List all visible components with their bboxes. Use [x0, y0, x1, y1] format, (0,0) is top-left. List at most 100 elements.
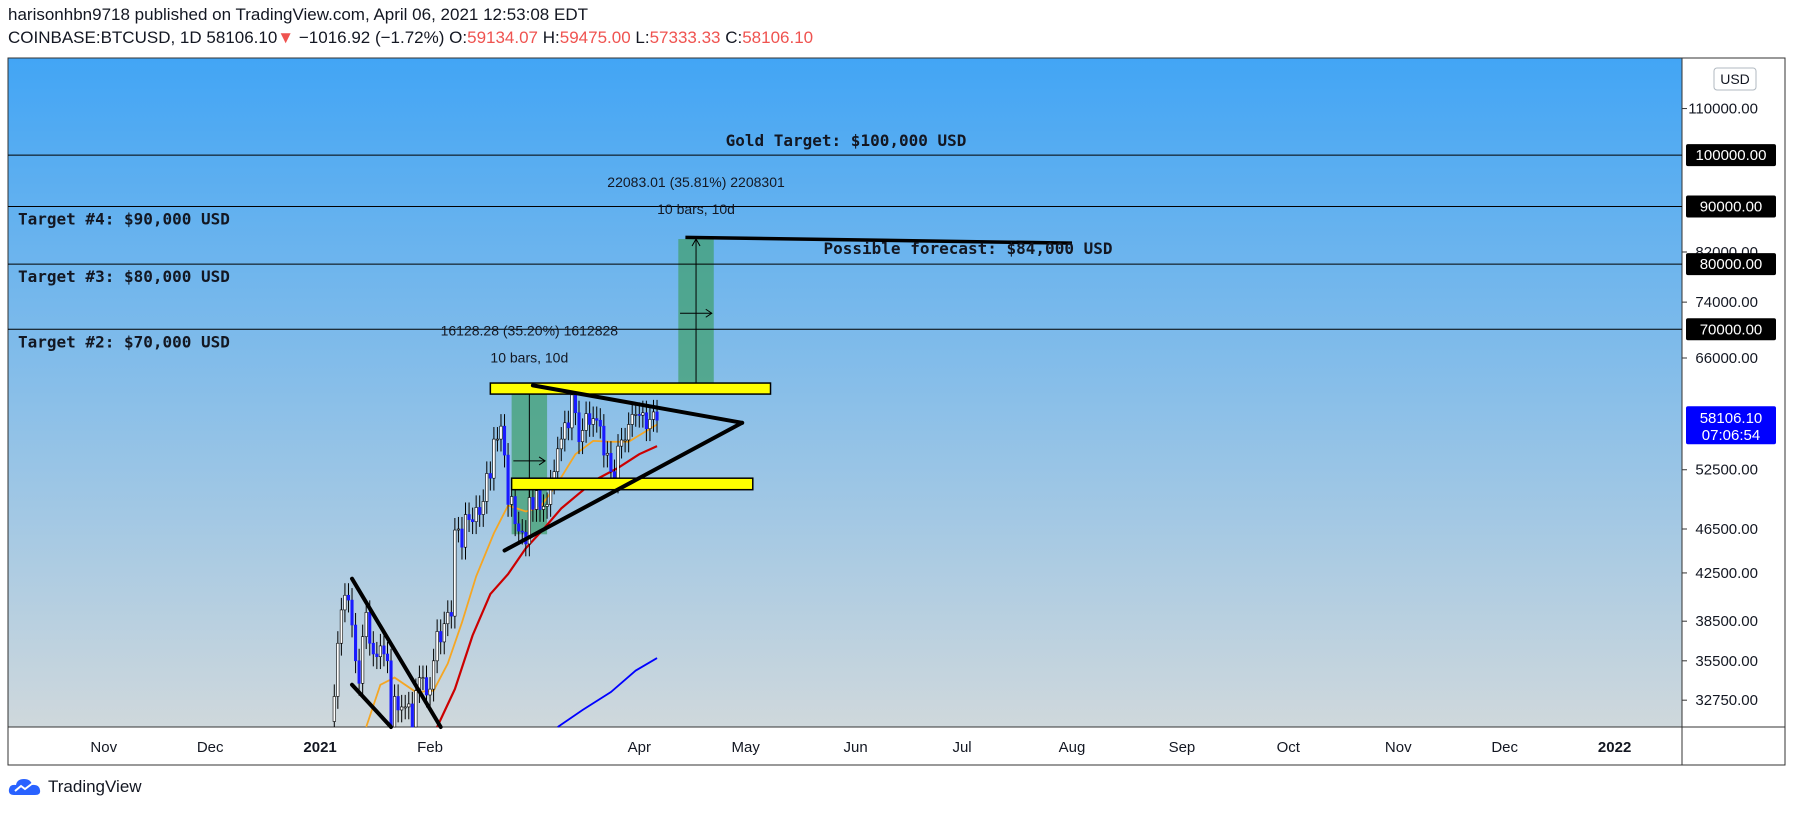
candle-body [361, 636, 365, 684]
candle-body [332, 696, 336, 722]
candle-body [623, 439, 627, 442]
x-tick-label: Oct [1277, 739, 1301, 756]
time-scale-background[interactable] [8, 727, 1682, 765]
price-scale-background[interactable] [1682, 58, 1785, 727]
symbol-name[interactable]: COINBASE:BTCUSD, 1D [8, 28, 202, 47]
open-label: O: [449, 28, 468, 47]
candle-body [389, 660, 393, 728]
x-tick-label: Dec [197, 739, 224, 756]
candle-body [400, 706, 404, 711]
candle-body [573, 394, 577, 414]
candle-body [641, 412, 645, 416]
currency-label: USD [1720, 71, 1750, 87]
candle-body [364, 612, 368, 637]
target-label-0: Gold Target: $100,000 USD [726, 131, 967, 150]
candle-body [382, 645, 386, 655]
candle-body [368, 612, 372, 644]
measure-label-1: 22083.01 (35.81%) 2208301 [607, 174, 785, 190]
time-axis-layer: Nov Dec 2021 Feb Apr May Jun Jul Aug Sep Oct Nov Dec… [90, 739, 1631, 756]
level-tag-label: 100000.00 [1696, 147, 1767, 164]
candle-body [588, 413, 592, 425]
candle-body [357, 660, 361, 684]
down-arrow-icon: ▼ [277, 28, 295, 47]
candle-body [378, 645, 382, 658]
candle-body [481, 501, 485, 515]
candle-body [527, 497, 531, 545]
candle-body [460, 528, 464, 548]
candle-body [428, 688, 432, 696]
measure-h-arrowhead-1 [705, 308, 713, 318]
candle-body [605, 452, 609, 456]
tradingview-cloud-icon [8, 779, 41, 795]
candle-body [375, 653, 379, 658]
candle-body [463, 514, 468, 548]
moving-average-ma_orange [365, 423, 658, 728]
candle-body [602, 425, 606, 456]
candle-body [471, 519, 475, 523]
candle-body [421, 677, 425, 679]
y-tick-label: 46500.00 [1695, 521, 1758, 538]
candle-body [442, 623, 446, 643]
tradingview-brand-text: TradingView [48, 777, 142, 796]
candle-body [534, 490, 538, 510]
y-tick-label: 66000.00 [1695, 350, 1758, 367]
close-label: C: [725, 28, 743, 47]
level-tag-bg [1686, 318, 1776, 341]
candle-body [616, 445, 620, 482]
candle-body [506, 454, 510, 505]
y-tick-label: 38500.00 [1695, 613, 1758, 630]
trendline-3 [530, 383, 745, 425]
highlight-box-0 [489, 382, 772, 395]
candle-body [517, 523, 521, 532]
candle-body [595, 418, 599, 421]
low-value: 57333.33 [649, 28, 721, 47]
candle-body [520, 530, 524, 533]
candle-body [432, 660, 436, 690]
measure-bars-label-1: 10 bars, 10d [657, 201, 735, 217]
candle-body [655, 411, 659, 421]
chart-pane-background[interactable] [8, 58, 1682, 727]
target-label-3: Target #2: $70,000 USD [18, 332, 230, 351]
candle-body [637, 414, 641, 416]
x-tick-label: Jul [952, 739, 971, 756]
forecast-line [685, 235, 1073, 245]
candle-body [449, 612, 453, 617]
candles-layer [332, 382, 659, 728]
y-tick-label: 74000.00 [1695, 294, 1758, 311]
candle-body [581, 430, 585, 443]
target-label-1: Target #4: $90,000 USD [18, 210, 230, 229]
level-tag-label: 80000.00 [1700, 256, 1763, 273]
candle-body [513, 496, 517, 525]
x-tick-label: 2022 [1598, 739, 1631, 756]
level-tag-label: 90000.00 [1700, 199, 1763, 216]
candle-body [556, 448, 560, 472]
low-label: L: [635, 28, 650, 47]
candle-body [424, 677, 429, 696]
candle-body [566, 422, 570, 429]
x-tick-label: Apr [628, 739, 651, 756]
candle-body [407, 703, 411, 708]
candle-body [538, 490, 542, 510]
y-tick-label: 32750.00 [1695, 692, 1758, 709]
candle-body [495, 438, 499, 441]
y-tick-label: 110000.00 [1688, 101, 1758, 118]
annotation-text-layer: 16128.28 (35.20%) 1612828 10 bars, 10d 220… [18, 131, 1112, 365]
tradingview-logo[interactable]: TradingView [8, 777, 142, 797]
last-price-tag-bg [1686, 406, 1776, 445]
price-axis-layer: 110000.0082000.0074000.0066000.0052500.0… [1682, 67, 1776, 709]
candle-body [591, 418, 595, 425]
candle-body [410, 703, 414, 728]
high-label: H: [542, 28, 560, 47]
measure-bars-label-0: 10 bars, 10d [490, 350, 568, 366]
candle-body [354, 624, 358, 662]
drawings-layer [350, 235, 1073, 729]
candle-body [350, 599, 354, 626]
candle-body [439, 631, 443, 643]
candle-body [385, 653, 390, 662]
high-value: 59475.00 [559, 28, 631, 47]
publish-line: harisonhbn9718 published on TradingView.… [8, 5, 588, 25]
candle-body [453, 529, 457, 617]
measure-label-0: 16128.28 (35.20%) 1612828 [441, 323, 619, 339]
candle-body [414, 690, 418, 728]
